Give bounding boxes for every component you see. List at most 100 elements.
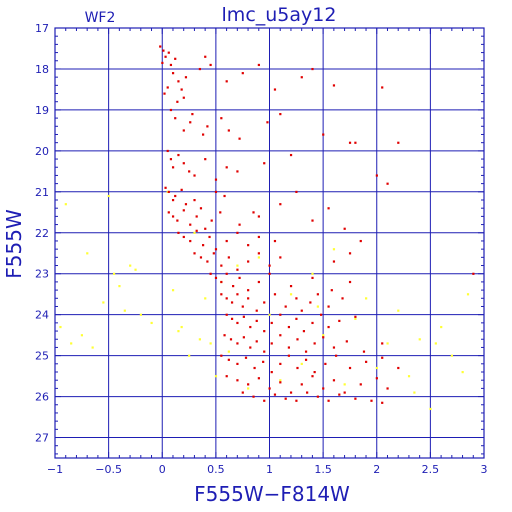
data-point bbox=[139, 313, 142, 316]
data-point bbox=[236, 321, 239, 325]
data-point bbox=[257, 280, 260, 284]
data-point bbox=[289, 293, 293, 296]
data-point bbox=[169, 108, 173, 112]
x-tick-label: 1 bbox=[266, 463, 273, 476]
data-point bbox=[242, 336, 245, 339]
data-point bbox=[330, 289, 333, 292]
data-point bbox=[193, 199, 196, 202]
data-point bbox=[375, 377, 378, 380]
data-point bbox=[204, 297, 207, 300]
data-point bbox=[214, 190, 218, 194]
data-point bbox=[381, 356, 384, 359]
chip-label: WF2 bbox=[85, 10, 116, 26]
data-point bbox=[182, 162, 185, 165]
data-point bbox=[171, 166, 175, 169]
data-point bbox=[223, 194, 226, 198]
data-point bbox=[354, 141, 357, 144]
data-point bbox=[270, 371, 273, 374]
data-point bbox=[220, 354, 223, 357]
data-point bbox=[236, 342, 239, 345]
data-point bbox=[343, 227, 346, 230]
data-point bbox=[174, 194, 177, 198]
data-point bbox=[472, 272, 475, 275]
x-axis-label: F555W−F814W bbox=[194, 482, 350, 506]
data-point bbox=[236, 362, 239, 366]
data-point bbox=[219, 211, 222, 214]
y-tick-label: 25 bbox=[35, 350, 49, 363]
data-point bbox=[177, 231, 180, 234]
data-point bbox=[359, 239, 362, 243]
chart-title: lmc_u5ay12 bbox=[222, 4, 337, 26]
data-point bbox=[268, 387, 271, 390]
data-point bbox=[284, 397, 287, 400]
data-point bbox=[284, 305, 287, 308]
data-point bbox=[180, 88, 183, 91]
data-point bbox=[189, 121, 192, 124]
data-point bbox=[311, 219, 314, 222]
data-point bbox=[354, 315, 357, 318]
data-point bbox=[300, 362, 303, 366]
data-point bbox=[247, 297, 250, 300]
data-point bbox=[225, 166, 228, 169]
data-point bbox=[370, 399, 373, 402]
x-tick-label: 0.5 bbox=[207, 463, 225, 476]
data-point bbox=[429, 407, 432, 411]
data-point bbox=[199, 207, 203, 210]
data-point bbox=[214, 276, 218, 280]
data-point bbox=[279, 362, 282, 366]
data-point bbox=[225, 239, 228, 243]
data-point bbox=[202, 133, 205, 136]
data-point bbox=[208, 235, 211, 239]
data-point bbox=[397, 309, 400, 312]
data-point bbox=[345, 340, 348, 343]
data-point bbox=[311, 321, 314, 325]
data-point bbox=[273, 239, 277, 243]
data-point bbox=[236, 379, 239, 382]
data-point bbox=[176, 100, 179, 103]
data-point bbox=[450, 354, 454, 357]
data-point bbox=[311, 272, 314, 275]
data-point bbox=[202, 244, 205, 247]
data-point bbox=[206, 260, 209, 263]
data-point bbox=[236, 264, 239, 267]
data-point bbox=[375, 366, 378, 370]
data-point bbox=[268, 264, 271, 267]
data-point bbox=[338, 393, 341, 396]
y-tick-label: 21 bbox=[35, 186, 49, 199]
data-point bbox=[268, 272, 271, 275]
data-point bbox=[354, 317, 357, 320]
data-point bbox=[295, 317, 298, 320]
y-tick-label: 19 bbox=[35, 104, 49, 117]
data-point bbox=[407, 375, 411, 378]
data-point bbox=[182, 96, 185, 99]
data-point bbox=[263, 162, 266, 165]
data-point bbox=[311, 276, 314, 280]
data-point bbox=[247, 383, 250, 386]
data-point bbox=[279, 334, 282, 337]
data-point bbox=[59, 325, 62, 329]
data-point bbox=[287, 346, 291, 349]
data-point bbox=[279, 379, 282, 382]
y-tick-label: 22 bbox=[35, 227, 49, 240]
data-point bbox=[386, 342, 389, 345]
data-point bbox=[129, 264, 132, 267]
data-point bbox=[167, 190, 170, 194]
y-tick-label: 26 bbox=[35, 391, 49, 404]
data-point bbox=[461, 371, 464, 374]
data-point bbox=[381, 86, 384, 89]
data-point bbox=[434, 342, 437, 345]
data-point bbox=[236, 231, 239, 234]
y-tick-label: 20 bbox=[35, 145, 49, 158]
data-point bbox=[171, 289, 175, 292]
data-point bbox=[247, 260, 250, 263]
data-point bbox=[198, 67, 201, 71]
data-point bbox=[164, 186, 167, 189]
data-point bbox=[332, 379, 336, 382]
data-point bbox=[262, 360, 265, 363]
data-point bbox=[304, 358, 308, 361]
data-point bbox=[244, 356, 248, 359]
data-point bbox=[466, 293, 470, 296]
data-point bbox=[316, 305, 319, 308]
data-point bbox=[257, 252, 260, 255]
data-point bbox=[300, 383, 303, 386]
